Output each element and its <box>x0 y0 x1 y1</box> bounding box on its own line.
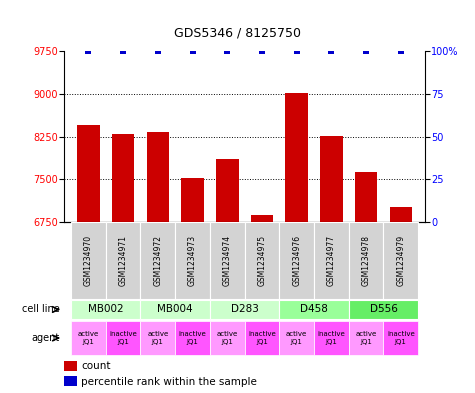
Text: active
JQ1: active JQ1 <box>217 331 238 345</box>
Text: MB002: MB002 <box>88 305 124 314</box>
Point <box>397 48 405 54</box>
Bar <box>71 222 106 299</box>
Bar <box>279 222 314 299</box>
Bar <box>320 136 342 393</box>
Bar <box>112 134 134 393</box>
Text: inactive
JQ1: inactive JQ1 <box>109 331 137 345</box>
Bar <box>251 215 273 393</box>
Text: inactive
JQ1: inactive JQ1 <box>317 331 345 345</box>
Text: MB004: MB004 <box>157 305 193 314</box>
Bar <box>279 321 314 355</box>
Bar <box>141 300 210 319</box>
Bar <box>175 222 210 299</box>
Text: inactive
JQ1: inactive JQ1 <box>387 331 415 345</box>
Point <box>85 48 92 54</box>
Bar <box>216 160 238 393</box>
Bar <box>314 321 349 355</box>
Point <box>223 48 231 54</box>
Text: GSM1234974: GSM1234974 <box>223 235 232 286</box>
Bar <box>314 222 349 299</box>
Bar <box>77 125 100 393</box>
Bar <box>181 178 204 393</box>
Bar <box>106 222 141 299</box>
Bar <box>349 321 383 355</box>
Point <box>362 48 370 54</box>
Text: active
JQ1: active JQ1 <box>286 331 307 345</box>
Point <box>328 48 335 54</box>
Bar <box>210 300 279 319</box>
Point <box>293 48 301 54</box>
Bar <box>355 173 378 393</box>
Text: GSM1234977: GSM1234977 <box>327 235 336 286</box>
Bar <box>245 222 279 299</box>
Bar <box>147 132 169 393</box>
Text: GSM1234973: GSM1234973 <box>188 235 197 286</box>
Bar <box>390 207 412 393</box>
Point <box>119 48 127 54</box>
Text: active
JQ1: active JQ1 <box>147 331 169 345</box>
Bar <box>383 222 418 299</box>
Point <box>154 48 162 54</box>
Bar <box>175 321 210 355</box>
Text: GSM1234972: GSM1234972 <box>153 235 162 286</box>
Text: active
JQ1: active JQ1 <box>355 331 377 345</box>
Bar <box>64 361 77 371</box>
Bar <box>71 321 106 355</box>
Bar <box>141 321 175 355</box>
Text: inactive
JQ1: inactive JQ1 <box>179 331 207 345</box>
Text: percentile rank within the sample: percentile rank within the sample <box>81 377 257 387</box>
Point <box>258 48 266 54</box>
Bar <box>106 321 141 355</box>
Bar <box>71 300 141 319</box>
Bar <box>279 300 349 319</box>
Point <box>189 48 196 54</box>
Bar <box>141 222 175 299</box>
Text: GSM1234970: GSM1234970 <box>84 235 93 286</box>
Text: GSM1234978: GSM1234978 <box>361 235 371 286</box>
Bar <box>210 222 245 299</box>
Text: GSM1234976: GSM1234976 <box>292 235 301 286</box>
Text: D556: D556 <box>370 305 398 314</box>
Bar <box>349 222 383 299</box>
Bar <box>245 321 279 355</box>
Text: D458: D458 <box>300 305 328 314</box>
Bar <box>210 321 245 355</box>
Text: agent: agent <box>31 333 59 343</box>
Bar <box>285 93 308 393</box>
Text: GSM1234971: GSM1234971 <box>119 235 128 286</box>
Text: GDS5346 / 8125750: GDS5346 / 8125750 <box>174 26 301 39</box>
Text: inactive
JQ1: inactive JQ1 <box>248 331 276 345</box>
Text: D283: D283 <box>231 305 258 314</box>
Text: cell line: cell line <box>22 305 59 314</box>
Bar <box>349 300 418 319</box>
Text: active
JQ1: active JQ1 <box>78 331 99 345</box>
Bar <box>64 376 77 386</box>
Text: GSM1234979: GSM1234979 <box>396 235 405 286</box>
Text: count: count <box>81 361 111 371</box>
Text: GSM1234975: GSM1234975 <box>257 235 266 286</box>
Bar <box>383 321 418 355</box>
